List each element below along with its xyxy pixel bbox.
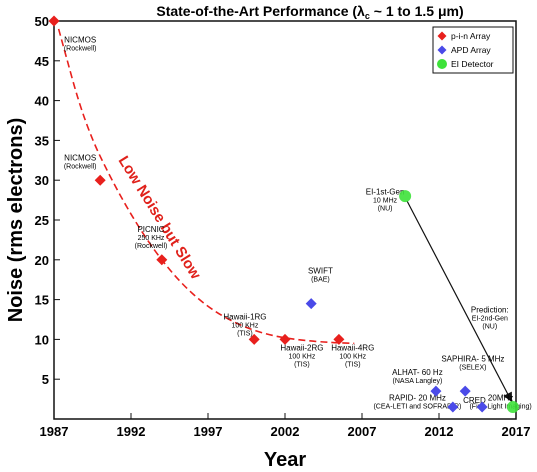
annotation-text: Hawaii-4RG	[331, 344, 374, 353]
x-tick-label: 2017	[502, 424, 531, 439]
y-tick-label: 30	[35, 173, 49, 188]
annotation-text: (BAE)	[311, 276, 330, 283]
y-tick-label: 15	[35, 293, 49, 308]
point-apd-array	[447, 401, 459, 413]
y-axis-label: Noise (rms electrons)	[5, 118, 27, 323]
annotation-text: Hawaii-1RG	[223, 313, 266, 322]
trend-label: Low Noise but Slow	[115, 153, 205, 282]
point-p-i-n-array	[333, 333, 345, 345]
y-tick-label: 45	[35, 54, 49, 69]
legend: p-i-n Array APD Array EI Detector	[432, 26, 514, 74]
y-tick-label: 40	[35, 94, 49, 109]
x-tick-label: 2002	[271, 424, 300, 439]
annotation-text: 250 KHz	[138, 235, 165, 242]
annotation-text: 20MHz	[488, 394, 513, 403]
y-tick-label: 35	[35, 133, 49, 148]
point-ei-detector	[506, 401, 519, 414]
annotation-text: EI-2nd-Gen	[472, 315, 508, 322]
point-p-i-n-array	[156, 254, 168, 266]
annotation-text: (NU)	[482, 323, 497, 330]
annotation-text: (TIS)	[237, 331, 253, 338]
annotation-text: (TIS)	[294, 362, 310, 369]
point-ei-detector	[399, 190, 412, 203]
annotation-text: Hawaii-2RG	[280, 344, 323, 353]
annotation-text: 10 MHz	[373, 198, 398, 205]
x-tick-label: 1987	[40, 424, 69, 439]
annotation-text: SAPHIRA- 5 MHz	[441, 355, 504, 364]
annotation-text: (NU)	[378, 206, 393, 213]
y-tick-label: 5	[42, 372, 49, 387]
point-apd-array	[476, 401, 488, 413]
annotation-text: SWIFT	[308, 266, 333, 275]
point-apd-array	[459, 385, 471, 397]
point-p-i-n-array	[94, 174, 106, 186]
y-tick-label: 50	[35, 14, 49, 29]
annotation-text: CRED	[463, 396, 486, 405]
annotation-text: (Rockwell)	[64, 163, 97, 170]
annotation-text: (TIS)	[345, 362, 361, 369]
x-tick-label: 2007	[348, 424, 377, 439]
legend-label: p-i-n Array	[451, 31, 491, 41]
annotation-text: (SELEX)	[459, 365, 486, 372]
legend-label: EI Detector	[451, 59, 494, 69]
annotation-text: (CEA-LETI and SOFRADIR)	[373, 404, 461, 411]
legend-marker	[437, 31, 447, 41]
prediction-arrow	[406, 200, 513, 403]
y-tick-label: 10	[35, 332, 49, 347]
annotation-text: EI-1st-Gen	[366, 188, 405, 197]
annotation-text: NICMOS	[64, 35, 96, 44]
annotation-text: ALHAT- 60 Hz	[392, 368, 443, 377]
annotation-text: (Rockwell)	[64, 45, 97, 52]
x-axis-label: Year	[264, 449, 306, 471]
point-p-i-n-array	[248, 333, 260, 345]
trend-curve	[57, 28, 355, 345]
annotation-text: 100 KHz	[232, 323, 259, 330]
y-tick-label: 20	[35, 253, 49, 268]
x-tick-label: 2012	[425, 424, 454, 439]
annotation-text: RAPID- 20 MHz	[389, 394, 446, 403]
annotation-text: NICMOS	[64, 153, 96, 162]
legend-label: APD Array	[451, 45, 491, 55]
annotation-text: PICNIC	[137, 225, 164, 234]
y-axis: 5 10 15 20 25 30 35 40 45 50	[35, 14, 60, 387]
y-tick-label: 25	[35, 213, 49, 228]
annotation-text: 100 KHz	[289, 354, 316, 361]
x-tick-label: 1997	[194, 424, 223, 439]
annotation-text: (First Light Imaging)	[469, 404, 531, 411]
annotation-text: (NASA Langley)	[393, 378, 443, 385]
point-apd-array	[305, 298, 317, 310]
point-p-i-n-array	[279, 333, 291, 345]
point-p-i-n-array	[48, 15, 60, 27]
annotations: NICMOS(Rockwell)NICMOS(Rockwell)PICNIC25…	[64, 35, 532, 410]
point-apd-array	[430, 385, 442, 397]
annotation-text: (Rockwell)	[135, 243, 168, 250]
legend-marker	[437, 45, 447, 55]
legend-marker	[437, 59, 447, 69]
chart-title: State-of-the-Art Performance (λc ~ 1 to …	[156, 3, 463, 21]
annotation-text: Prediction:	[471, 305, 509, 314]
data-points	[48, 15, 519, 414]
x-axis: 1987 1992 1997 2002 2007 2012 2017	[40, 413, 531, 439]
annotation-text: 100 KHz	[339, 354, 366, 361]
x-tick-label: 1992	[117, 424, 146, 439]
